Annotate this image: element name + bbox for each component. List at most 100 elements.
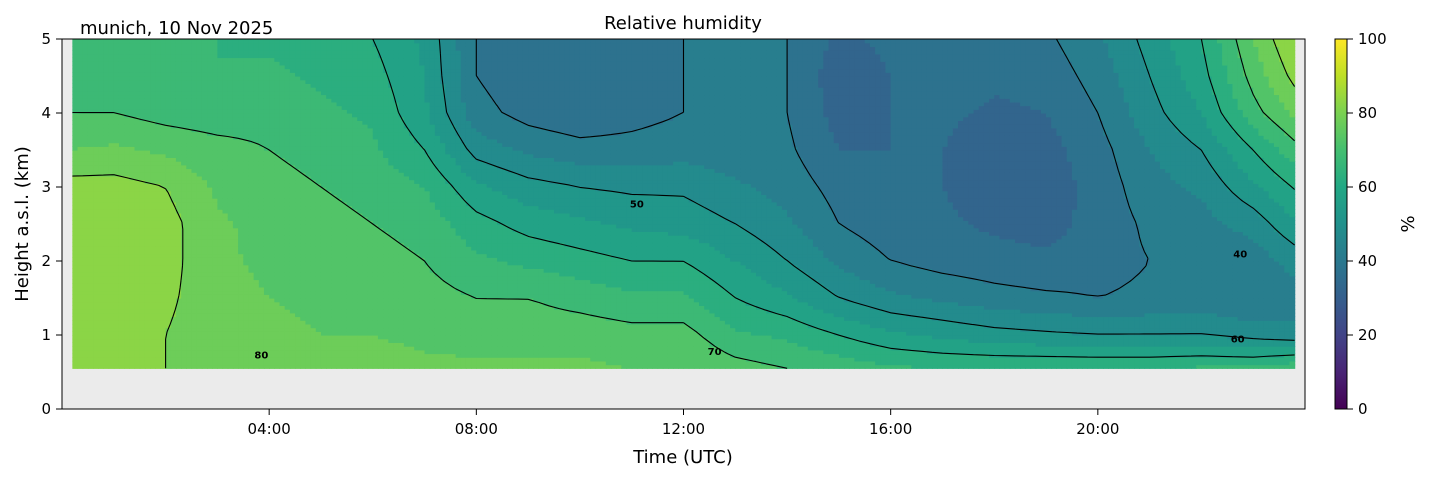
field-cell [165,235,172,240]
field-cell [113,264,120,269]
field-cell [341,316,348,321]
field-cell [77,227,84,232]
field-cell [357,364,363,369]
field-cell [118,42,125,47]
field-cell [186,157,193,162]
field-cell [263,131,270,136]
field-cell [310,216,317,221]
field-cell [191,124,198,129]
field-cell [320,120,327,125]
field-cell [103,301,110,306]
field-cell [269,301,275,306]
field-cell [82,264,89,269]
field-cell [258,190,265,195]
field-cell [326,79,332,84]
field-cell [248,164,255,170]
field-cell [269,46,275,51]
field-cell [170,238,177,244]
field-cell [72,316,79,321]
field-cell [243,113,250,118]
field-cell [341,120,348,125]
field-cell [98,187,105,192]
field-cell [217,246,224,251]
field-cell [196,61,203,66]
field-cell [201,346,208,351]
field-cell [144,187,151,192]
field-cell [279,76,286,81]
field-cell [295,135,301,140]
field-cell [170,261,177,266]
field-cell [160,153,167,158]
field-cell [82,201,89,207]
field-cell [279,153,286,158]
field-cell [170,175,177,181]
field-cell [108,216,115,221]
field-cell [207,61,213,66]
field-cell [181,79,187,84]
field-cell [310,168,317,173]
field-cell [336,187,343,192]
field-cell [222,290,229,295]
field-cell [315,323,322,329]
field-cell [336,224,343,229]
field-cell [113,335,120,340]
field-cell [144,72,151,77]
field-cell [124,201,130,207]
field-cell [165,194,172,199]
field-cell [139,212,146,218]
field-cell [263,61,270,66]
field-cell [326,120,332,125]
field-cell [336,153,343,158]
field-cell [134,216,141,221]
field-cell [232,179,239,184]
field-cell [346,157,353,162]
field-cell [320,72,327,77]
field-cell [258,76,265,81]
field-cell [113,187,120,192]
field-cell [238,179,244,184]
field-cell [77,290,84,295]
field-cell [103,64,110,70]
field-cell [129,46,136,51]
field-cell [253,138,260,144]
field-cell [253,235,260,240]
field-cell [357,83,363,88]
field-cell [144,50,151,55]
field-cell [243,124,250,129]
field-cell [82,209,89,214]
field-cell [181,109,187,114]
field-cell [212,105,218,110]
field-cell [191,53,198,59]
field-cell [139,124,146,129]
field-cell [170,249,177,255]
field-cell [310,164,317,170]
field-cell [331,261,338,266]
field-cell [212,190,218,195]
field-cell [144,335,151,340]
field-cell [320,201,327,207]
field-cell [186,261,193,266]
field-cell [269,39,275,44]
field-cell [98,64,105,70]
field-cell [263,231,270,236]
field-cell [87,79,94,84]
field-cell [165,286,172,292]
field-cell [155,135,162,140]
field-cell [357,198,363,203]
field-cell [201,146,208,151]
field-cell [217,338,224,343]
field-cell [191,146,198,151]
field-cell [248,294,255,299]
field-cell [77,272,84,277]
field-cell [243,109,250,114]
field-cell [108,220,115,225]
field-cell [232,327,239,332]
field-cell [248,364,255,369]
field-cell [124,72,130,77]
field-cell [155,231,162,236]
field-cell [165,53,172,59]
field-cell [352,116,358,121]
field-cell [315,349,322,355]
field-cell [118,327,125,332]
field-cell [357,109,363,114]
